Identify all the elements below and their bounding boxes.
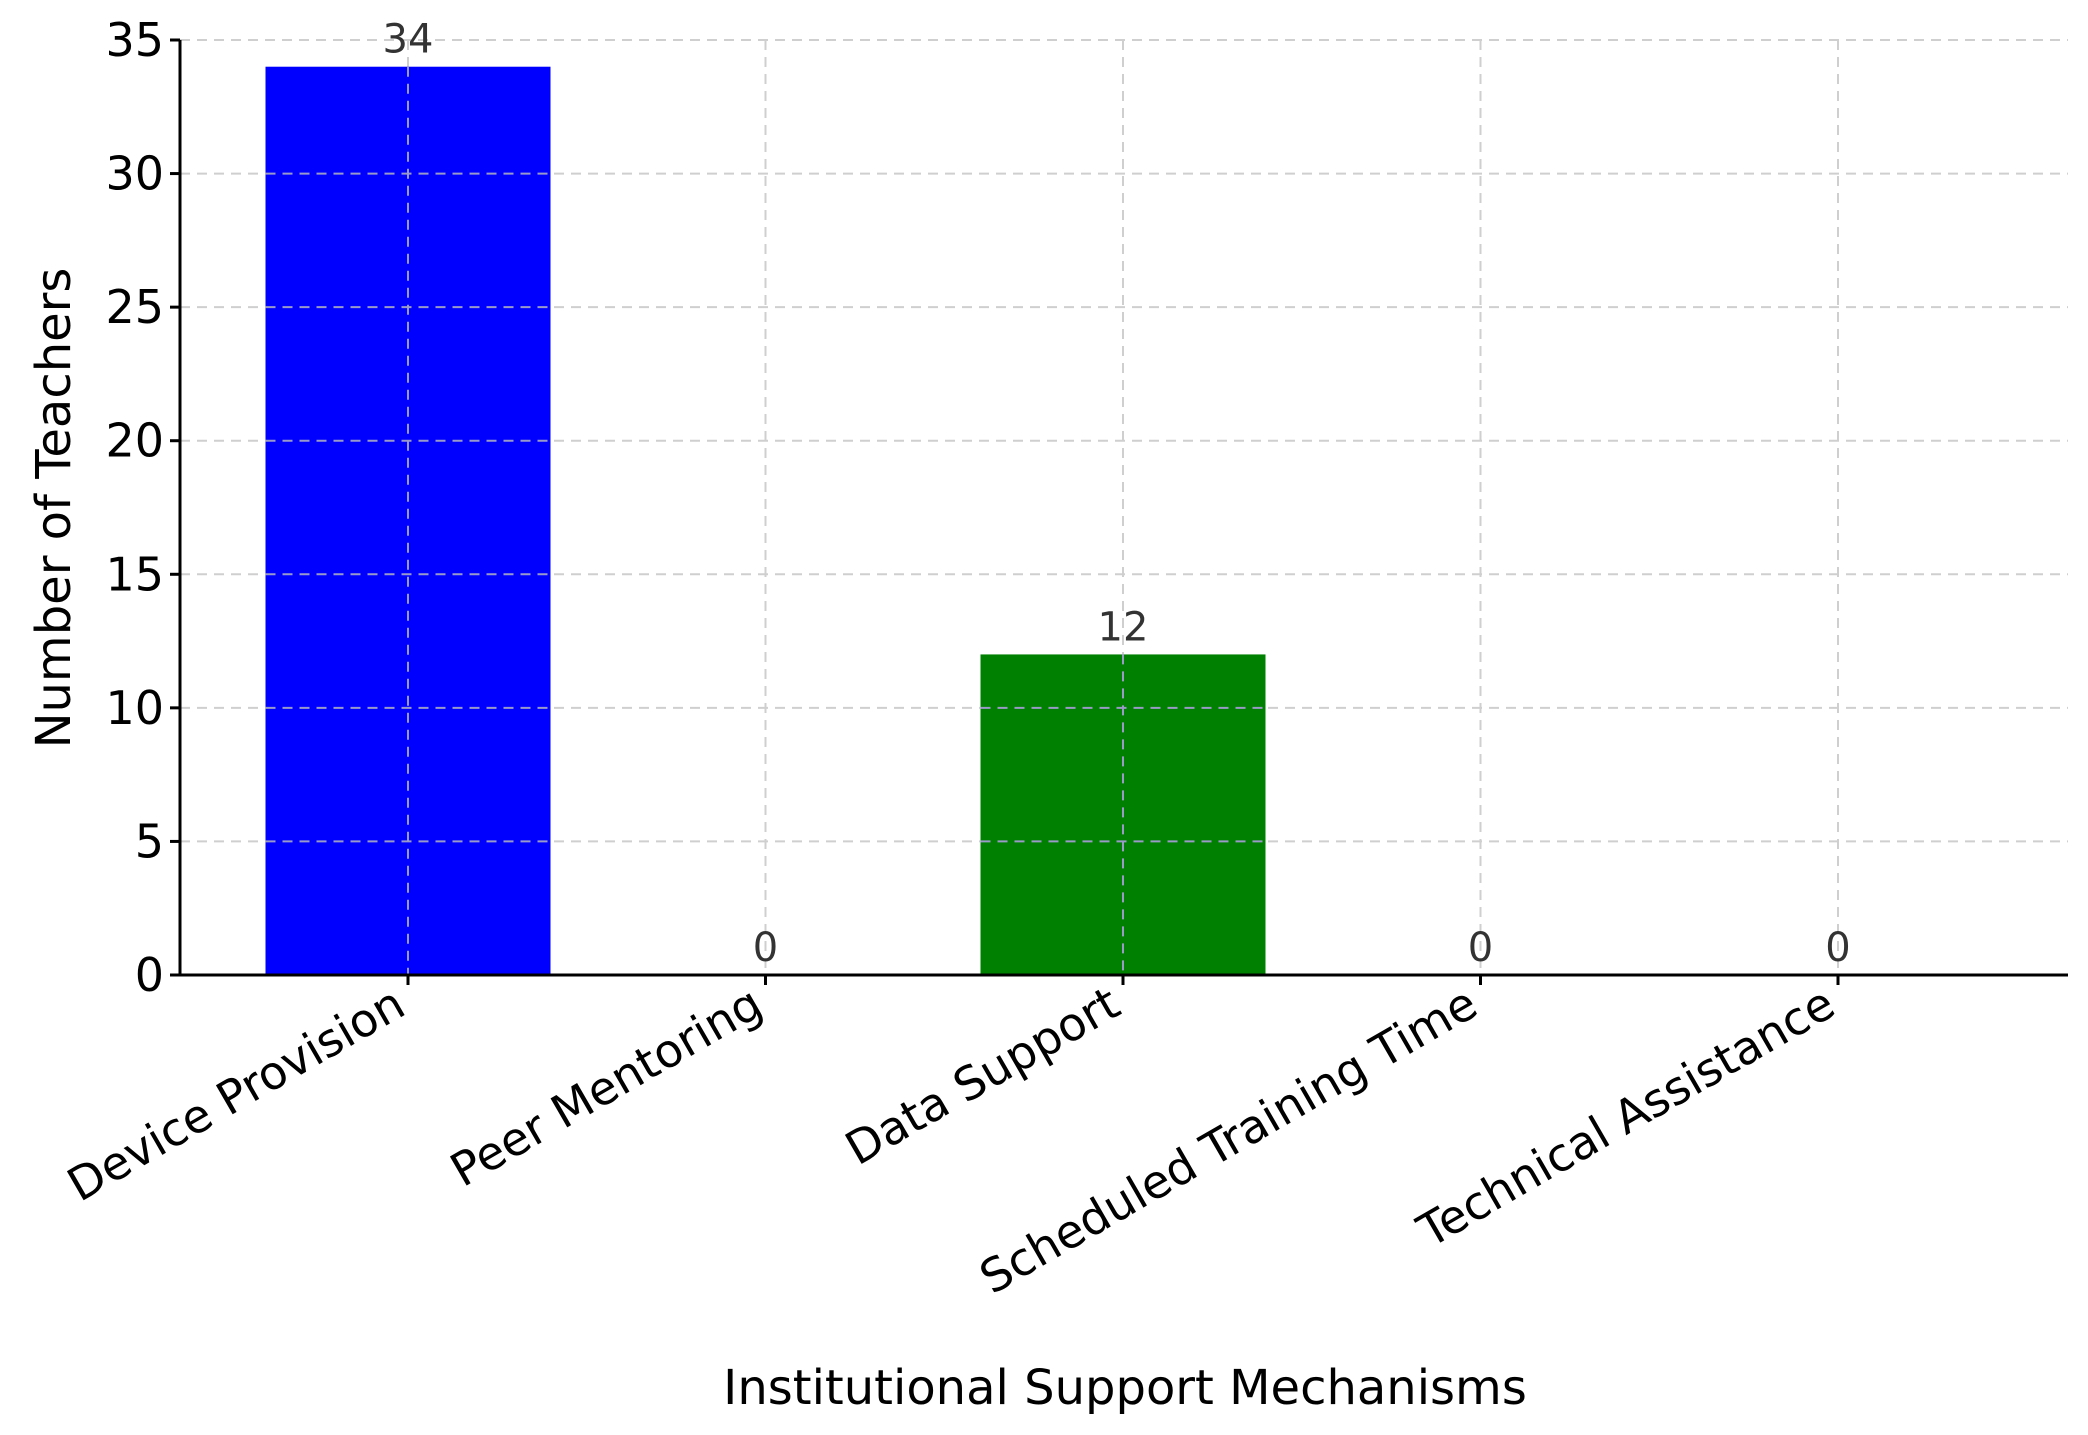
x-tick-label: Data Support	[836, 976, 1128, 1176]
y-tick-label: 35	[105, 13, 164, 67]
data-label: 12	[1098, 604, 1149, 650]
y-tick-label: 30	[105, 147, 164, 201]
data-label: 0	[1825, 925, 1850, 971]
y-tick-label: 15	[105, 547, 164, 601]
y-tick-label: 20	[105, 414, 164, 468]
y-tick-label: 5	[135, 814, 164, 868]
data-label: 0	[1468, 925, 1493, 971]
y-tick-label: 10	[105, 681, 164, 735]
y-axis-title: Number of Teachers	[26, 268, 82, 749]
bars	[265, 66, 1266, 975]
y-tick-label: 25	[105, 280, 164, 334]
data-label: 34	[383, 17, 434, 63]
x-tick-label: Peer Mentoring	[441, 976, 771, 1198]
y-tick-label: 0	[135, 948, 164, 1002]
x-tick-label: Device Provision	[58, 976, 413, 1212]
data-label: 0	[753, 925, 778, 971]
axes	[170, 38, 2068, 985]
x-axis-title: Institutional Support Mechanisms	[723, 1360, 1527, 1416]
